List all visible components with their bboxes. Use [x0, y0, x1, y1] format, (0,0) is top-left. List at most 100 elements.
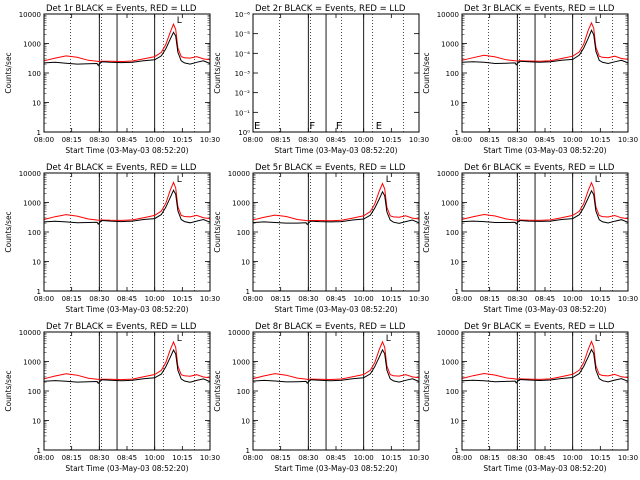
x-axis-label: Start Time (03-May-03 08:52:20): [65, 305, 188, 314]
y-tick-label: 100: [446, 229, 459, 237]
x-tick-label: 10:15: [590, 136, 610, 144]
lld-series-line: [461, 340, 629, 380]
events-series-line: [461, 348, 629, 384]
y-axis-label: Counts/sec: [4, 370, 13, 411]
x-axis-label: Start Time (03-May-03 08:52:20): [65, 146, 188, 155]
y-tick-label: 10⁻⁴: [235, 50, 251, 58]
y-axis-label: Counts/sec: [4, 52, 13, 93]
events-series-line: [43, 348, 211, 385]
y-tick-label: 10: [32, 100, 41, 108]
plot-frame: [43, 172, 211, 292]
y-tick-label: 10000: [19, 11, 41, 19]
x-tick-label: 10:15: [172, 454, 192, 462]
x-tick-label: 10:15: [590, 295, 610, 303]
plot-frame: [461, 13, 629, 133]
y-axis-label: Counts/sec: [213, 211, 222, 252]
x-tick-label: 08:30: [89, 454, 109, 462]
y-tick-label: 1000: [232, 200, 250, 208]
y-tick-label: 1000: [23, 359, 41, 367]
y-tick-label: 1: [455, 288, 459, 296]
x-tick-label: 10:00: [145, 136, 165, 144]
y-tick-label: 1: [246, 447, 250, 455]
x-tick-label: 10:30: [618, 136, 638, 144]
panel-title: Det 4r BLACK = Events, RED = LLD: [46, 163, 197, 173]
flag-marker: L: [595, 334, 600, 344]
events-series-line: [252, 190, 420, 226]
panel-3: Det 3r BLACK = Events, RED = LLD Start Ti…: [422, 4, 638, 155]
y-tick-label: 10000: [228, 329, 250, 337]
x-tick-label: 08:00: [452, 136, 472, 144]
x-tick-label: 10:00: [563, 295, 583, 303]
x-tick-label: 08:15: [271, 295, 291, 303]
plot-frame: [461, 331, 629, 451]
x-tick-label: 10:30: [409, 136, 429, 144]
y-axis-label: Counts/sec: [422, 52, 431, 93]
x-tick-label: 10:30: [618, 454, 638, 462]
x-tick-label: 10:00: [354, 295, 374, 303]
lld-series-line: [252, 182, 420, 222]
x-tick-label: 10:00: [354, 136, 374, 144]
y-tick-label: 1000: [23, 200, 41, 208]
y-tick-label: 100: [28, 70, 41, 78]
events-series-line: [461, 29, 629, 66]
x-tick-label: 08:15: [62, 454, 82, 462]
x-tick-label: 08:30: [507, 454, 527, 462]
y-tick-label: 1000: [441, 41, 459, 49]
x-tick-label: 08:45: [535, 295, 555, 303]
x-tick-label: 08:30: [298, 136, 318, 144]
x-tick-label: 10:00: [354, 454, 374, 462]
events-series-line: [43, 31, 211, 67]
panel-5: Det 5r BLACK = Events, RED = LLD Start Ti…: [213, 163, 429, 314]
flag-marker: F: [336, 121, 342, 132]
x-axis-label: Start Time (03-May-03 08:52:20): [274, 464, 397, 473]
y-tick-label: 10: [241, 259, 250, 267]
y-tick-label: 100: [446, 70, 459, 78]
x-tick-label: 08:30: [89, 295, 109, 303]
x-tick-label: 08:30: [89, 136, 109, 144]
flag-marker: L: [177, 16, 182, 26]
x-tick-label: 10:00: [563, 136, 583, 144]
x-tick-label: 08:30: [507, 295, 527, 303]
flag-marker: L: [386, 175, 391, 185]
plot-frame: [252, 172, 420, 292]
y-tick-label: 10: [241, 418, 250, 426]
x-axis-label: Start Time (03-May-03 08:52:20): [274, 305, 397, 314]
y-tick-label: 10⁻⁶: [235, 11, 251, 19]
y-tick-label: 1: [37, 129, 41, 137]
x-axis-label: Start Time (03-May-03 08:52:20): [65, 464, 188, 473]
x-tick-label: 08:00: [243, 295, 263, 303]
y-axis-label: Counts/sec: [422, 211, 431, 252]
x-tick-label: 10:00: [145, 454, 165, 462]
panel-6: Det 6r BLACK = Events, RED = LLD Start Ti…: [422, 163, 638, 314]
x-tick-label: 08:45: [326, 136, 346, 144]
panel-2: Det 2r BLACK = Events, RED = LLD Start Ti…: [213, 4, 429, 155]
y-tick-label: 10000: [19, 329, 41, 337]
y-tick-label: 1: [455, 129, 459, 137]
x-tick-label: 10:15: [172, 295, 192, 303]
x-tick-label: 08:15: [271, 136, 291, 144]
y-tick-label: 1000: [232, 359, 250, 367]
x-tick-label: 08:45: [326, 295, 346, 303]
x-tick-label: 08:00: [34, 136, 54, 144]
x-tick-label: 10:30: [618, 295, 638, 303]
panel-1: Det 1r BLACK = Events, RED = LLD Start Ti…: [4, 4, 220, 155]
x-axis-label: Start Time (03-May-03 08:52:20): [274, 146, 397, 155]
x-tick-label: 08:30: [507, 136, 527, 144]
y-tick-label: 1000: [441, 200, 459, 208]
y-axis-label: Counts/sec: [422, 370, 431, 411]
y-tick-label: 100: [28, 229, 41, 237]
x-tick-label: 08:00: [243, 454, 263, 462]
panel-title: Det 5r BLACK = Events, RED = LLD: [255, 163, 406, 173]
flag-marker: F: [309, 121, 315, 132]
x-tick-label: 08:45: [117, 295, 137, 303]
y-tick-label: 1: [37, 447, 41, 455]
x-tick-label: 08:15: [62, 295, 82, 303]
x-tick-label: 10:15: [590, 454, 610, 462]
lld-series-line: [252, 340, 420, 381]
flag-marker: L: [386, 334, 391, 344]
y-tick-label: 1000: [23, 41, 41, 49]
y-tick-label: 10000: [437, 11, 459, 19]
y-tick-label: 10000: [437, 329, 459, 337]
x-tick-label: 08:00: [452, 454, 472, 462]
